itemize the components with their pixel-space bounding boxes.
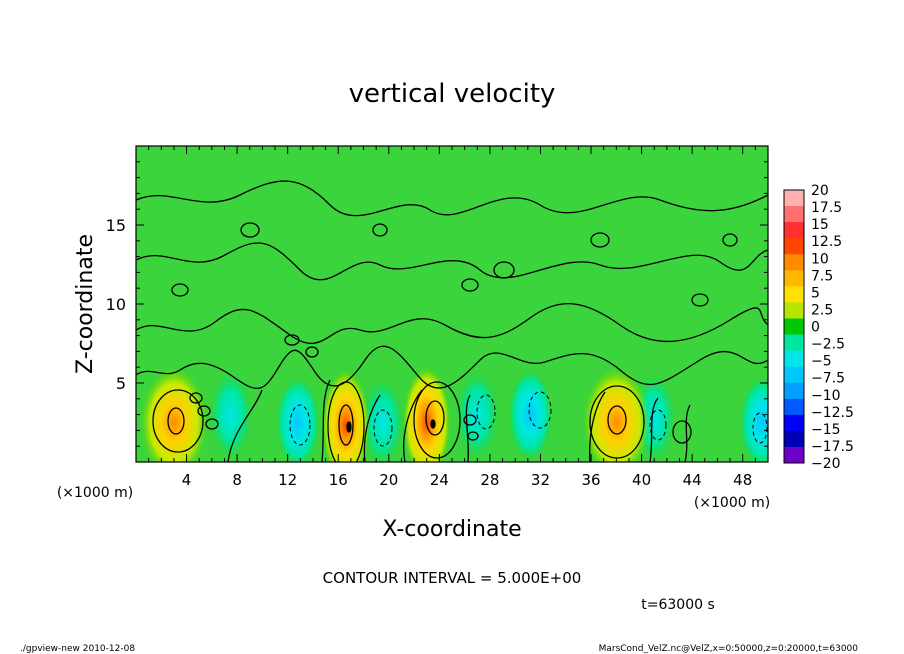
colorbar-label: −7.5 [811,371,845,387]
x-units-left: (×1000 m) [57,485,133,501]
colorbar-label: 0 [811,320,820,336]
colorbar-swatch [784,350,804,368]
x-units-right: (×1000 m) [694,495,770,511]
colorbar-swatch [784,414,804,432]
colorbar-label: 7.5 [811,268,833,284]
x-axis-label: X-coordinate [382,517,521,542]
colorbar-label: 12.5 [811,234,842,250]
plot-area [135,145,769,463]
y-axis-label: Z-coordinate [73,234,98,374]
negative-contours [289,391,768,447]
colorbar-swatch [784,446,804,464]
colorbar-label: −17.5 [811,439,854,455]
footer-right: MarsCond_VelZ.nc@VelZ,x=0:50000,z=0:2000… [599,644,859,654]
y-tick-label: 15 [106,216,126,235]
chart-title: vertical velocity [349,79,556,109]
colorbar-label: 2.5 [811,302,833,318]
x-tick-label: 24 [430,471,449,489]
colorbar-swatch [784,254,804,271]
colorbar-label: −10 [811,388,841,404]
x-tick-label: 44 [683,471,702,489]
colorbar-label: −12.5 [811,405,854,421]
colorbar-label: 5 [811,285,820,301]
colorbar-frame [783,189,805,464]
colorbar-swatch [784,286,804,303]
x-tick-label: 12 [278,471,297,489]
colorbar-swatch [784,430,804,448]
updraft-region [582,366,651,462]
y-tick-label: 10 [106,295,126,314]
x-tick-label: 16 [329,471,348,489]
colorbar-label: −20 [811,456,841,472]
axis-ticks [135,145,769,463]
x-tick-label: 4 [182,471,192,489]
contour-lines [136,180,768,462]
x-tick-label: 40 [632,471,651,489]
x-tick-label: 36 [581,471,600,489]
time-label: t=63000 s [641,597,715,613]
downdraft-region [360,376,405,462]
downdraft-region [208,368,253,461]
colorbar-label: −2.5 [811,337,845,353]
colorbar-swatch [784,366,804,384]
colorbar-swatch [784,334,804,352]
y-tick-label: 5 [116,374,126,393]
x-tick-label: 32 [531,471,550,489]
colorbar-label: 20 [811,183,829,199]
colorbar-swatch [784,222,804,239]
colorbar-label: −15 [811,422,841,438]
footer-left: ./gpview-new 2010-12-08 [20,644,135,654]
colorbar-label: 15 [811,217,829,233]
x-tick-label: 8 [232,471,242,489]
colorbar-swatch [784,382,804,400]
colorbar-label: −5 [811,354,832,370]
colorbar-swatches [784,190,804,464]
x-tick-label: 28 [480,471,499,489]
colorbar-swatch [784,270,804,287]
downdraft-region [508,368,553,461]
colorbar-swatch [784,206,804,223]
x-tick-label: 20 [379,471,398,489]
colorbar-label: 17.5 [811,200,842,216]
downdraft-region [739,376,768,462]
colorbar-swatch [784,190,804,207]
field-blobs [139,366,768,462]
colorbar-label: 10 [811,251,829,267]
updraft-region [321,369,370,462]
colorbar-swatch [784,398,804,416]
y-tick-labels: 5 10 15 [106,216,126,393]
colorbar-swatch [784,302,804,319]
x-tick-labels: 4 8 12 16 20 24 28 32 36 40 44 48 [182,471,752,489]
colorbar-swatch [784,238,804,255]
x-tick-label: 48 [733,471,752,489]
colorbar-swatch [784,318,804,336]
contour-interval: CONTOUR INTERVAL = 5.000E+00 [323,569,582,587]
downdraft-region [275,376,320,462]
